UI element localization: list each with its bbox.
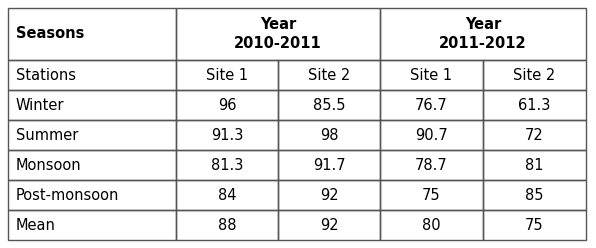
Bar: [176, 8, 380, 60]
Bar: [483, 150, 586, 180]
Text: 84: 84: [218, 187, 236, 203]
Bar: [8, 180, 176, 210]
Text: 75: 75: [525, 217, 544, 233]
Bar: [380, 210, 483, 240]
Text: Summer: Summer: [16, 127, 79, 143]
Bar: [380, 180, 483, 210]
Bar: [380, 150, 483, 180]
Bar: [176, 90, 278, 120]
Text: 72: 72: [525, 127, 544, 143]
Bar: [278, 210, 380, 240]
Text: Site 1: Site 1: [411, 67, 452, 83]
Bar: [483, 210, 586, 240]
Bar: [176, 120, 278, 150]
Bar: [8, 90, 176, 120]
Bar: [176, 210, 278, 240]
Text: 91.3: 91.3: [211, 127, 243, 143]
Text: 61.3: 61.3: [519, 97, 551, 113]
Text: Monsoon: Monsoon: [16, 157, 82, 173]
Bar: [278, 180, 380, 210]
Text: Site 2: Site 2: [513, 67, 555, 83]
Text: Site 1: Site 1: [206, 67, 248, 83]
Text: 75: 75: [422, 187, 441, 203]
Text: Winter: Winter: [16, 97, 64, 113]
Bar: [380, 8, 586, 60]
Bar: [8, 210, 176, 240]
Text: Year
2010-2011: Year 2010-2011: [234, 17, 322, 51]
Bar: [483, 60, 586, 90]
Bar: [8, 150, 176, 180]
Text: 92: 92: [319, 217, 339, 233]
Bar: [483, 120, 586, 150]
Text: Post-monsoon: Post-monsoon: [16, 187, 119, 203]
Bar: [380, 120, 483, 150]
Text: Seasons: Seasons: [16, 27, 85, 41]
Bar: [483, 180, 586, 210]
Text: 92: 92: [319, 187, 339, 203]
Bar: [278, 150, 380, 180]
Bar: [483, 90, 586, 120]
Text: 85: 85: [525, 187, 544, 203]
Text: 90.7: 90.7: [415, 127, 448, 143]
Bar: [380, 90, 483, 120]
Bar: [278, 90, 380, 120]
Text: 81: 81: [525, 157, 544, 173]
Text: Mean: Mean: [16, 217, 56, 233]
Text: 96: 96: [218, 97, 236, 113]
Bar: [8, 120, 176, 150]
Bar: [8, 8, 176, 60]
Text: Year
2011-2012: Year 2011-2012: [439, 17, 527, 51]
Bar: [278, 120, 380, 150]
Bar: [380, 60, 483, 90]
Bar: [176, 60, 278, 90]
Text: 98: 98: [319, 127, 339, 143]
Bar: [176, 150, 278, 180]
Text: 85.5: 85.5: [313, 97, 345, 113]
Text: 76.7: 76.7: [415, 97, 448, 113]
Text: 81.3: 81.3: [211, 157, 243, 173]
Text: 88: 88: [218, 217, 236, 233]
Text: Site 2: Site 2: [308, 67, 350, 83]
Text: 80: 80: [422, 217, 441, 233]
Text: 78.7: 78.7: [415, 157, 448, 173]
Text: 91.7: 91.7: [313, 157, 345, 173]
Bar: [8, 60, 176, 90]
Bar: [176, 180, 278, 210]
Bar: [278, 60, 380, 90]
Text: Stations: Stations: [16, 67, 76, 83]
